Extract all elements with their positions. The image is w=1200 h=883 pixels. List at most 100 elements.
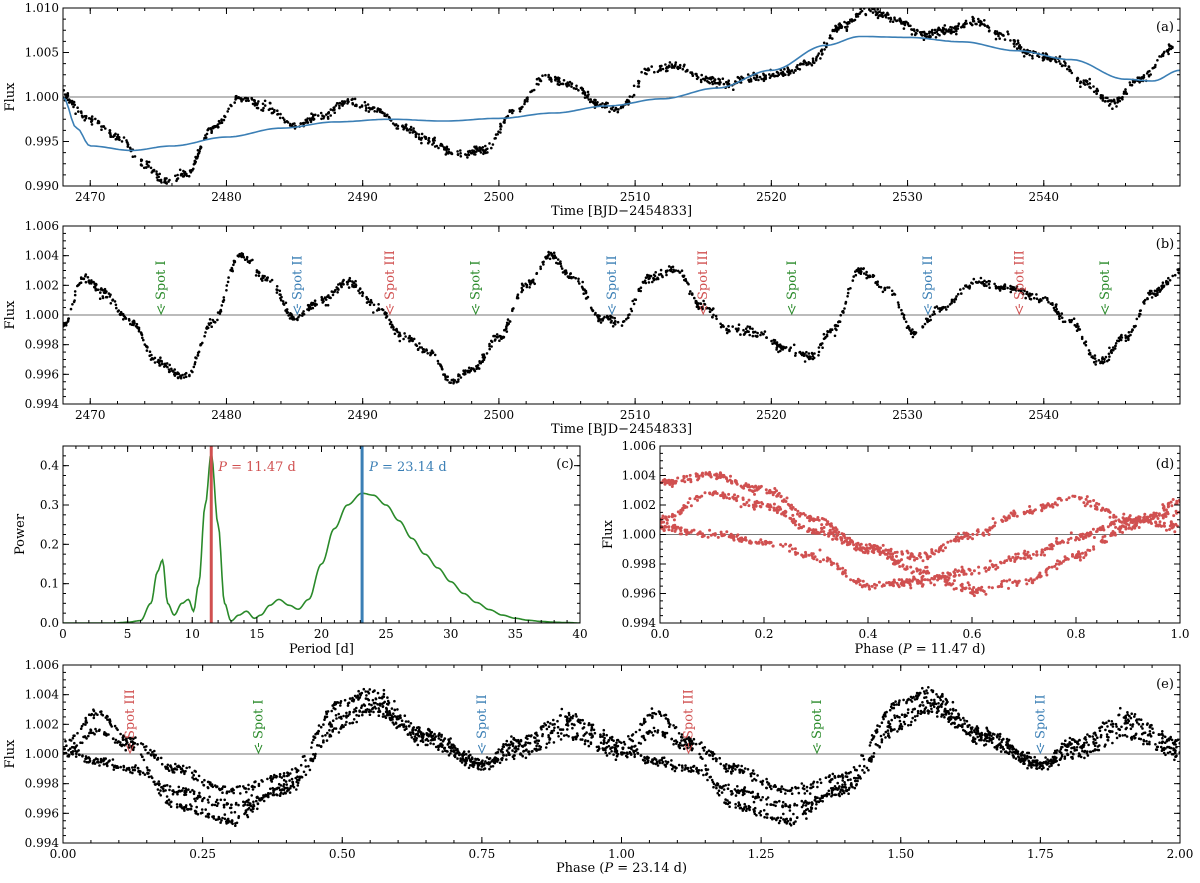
data-point xyxy=(888,555,892,559)
data-point xyxy=(1081,551,1084,555)
data-point xyxy=(784,514,788,518)
data-point xyxy=(1082,556,1086,560)
data-point xyxy=(832,534,836,538)
data-point xyxy=(334,104,338,107)
data-point xyxy=(1124,92,1127,95)
data-point xyxy=(670,515,674,519)
data-point xyxy=(73,103,76,107)
data-point xyxy=(298,314,302,317)
data-point xyxy=(807,357,811,361)
data-point xyxy=(851,279,855,282)
data-point xyxy=(851,579,855,582)
data-point xyxy=(140,164,144,167)
data-point xyxy=(737,327,740,330)
data-point xyxy=(179,375,183,378)
data-point xyxy=(473,369,477,373)
data-point xyxy=(503,328,507,332)
data-point xyxy=(103,291,106,295)
data-point xyxy=(402,337,405,341)
data-point xyxy=(414,343,418,346)
data-point xyxy=(193,162,197,165)
data-point xyxy=(1086,500,1090,504)
data-point xyxy=(117,309,120,312)
data-point xyxy=(1032,296,1036,300)
data-point xyxy=(806,530,810,533)
data-point xyxy=(1168,47,1171,50)
data-point xyxy=(803,360,807,363)
data-point xyxy=(627,100,631,104)
data-point xyxy=(843,20,846,24)
data-point xyxy=(1124,334,1127,337)
data-point xyxy=(736,75,740,79)
data-point xyxy=(1006,286,1009,290)
data-point xyxy=(1037,300,1041,304)
data-point xyxy=(909,24,912,28)
data-point xyxy=(1019,556,1023,560)
data-point xyxy=(1143,517,1146,521)
data-point xyxy=(852,543,856,547)
data-point xyxy=(657,69,661,72)
data-point xyxy=(220,304,224,307)
data-point xyxy=(789,346,792,350)
data-point xyxy=(689,290,692,293)
data-point xyxy=(1054,305,1058,309)
data-point xyxy=(1121,516,1125,520)
data-point xyxy=(865,276,868,280)
data-point xyxy=(76,283,80,287)
data-point xyxy=(254,274,258,277)
data-point xyxy=(538,79,542,82)
data-point xyxy=(1000,580,1004,583)
data-point xyxy=(586,90,590,94)
data-point xyxy=(218,121,221,125)
data-point xyxy=(137,328,141,331)
data-point xyxy=(699,78,703,82)
data-point xyxy=(869,5,872,8)
data-point xyxy=(404,335,407,338)
data-point xyxy=(812,356,816,360)
data-point xyxy=(722,82,726,86)
data-point xyxy=(721,77,725,80)
data-point xyxy=(352,285,356,288)
data-point xyxy=(412,127,415,130)
data-point xyxy=(1002,34,1005,37)
data-point xyxy=(673,514,677,518)
data-point xyxy=(876,280,879,284)
data-point xyxy=(887,17,890,20)
data-point xyxy=(979,276,983,280)
data-point xyxy=(1013,579,1017,583)
data-point xyxy=(393,332,397,336)
y-tick-label: 0.996 xyxy=(25,367,59,381)
data-point xyxy=(790,547,794,551)
data-point xyxy=(76,106,79,109)
data-point xyxy=(674,63,677,66)
series-detrended xyxy=(63,250,1180,385)
data-point xyxy=(1112,99,1116,103)
data-point xyxy=(195,156,199,160)
data-point xyxy=(589,306,593,310)
data-point xyxy=(1107,358,1111,362)
data-point xyxy=(864,12,867,16)
data-point xyxy=(1089,353,1092,356)
data-point xyxy=(174,174,177,178)
data-point xyxy=(925,32,929,36)
data-point xyxy=(275,291,279,294)
data-point xyxy=(910,33,914,36)
data-point xyxy=(145,345,148,348)
x-tick-label: 2500 xyxy=(484,408,515,422)
data-point xyxy=(700,494,704,498)
data-point xyxy=(319,111,323,115)
data-point xyxy=(508,320,512,323)
data-point xyxy=(1127,331,1131,334)
data-point xyxy=(1081,537,1085,541)
data-point xyxy=(956,570,960,573)
data-point xyxy=(672,268,675,272)
data-point xyxy=(63,93,67,96)
data-point xyxy=(843,571,847,575)
data-point xyxy=(496,336,499,339)
data-point xyxy=(954,298,958,301)
data-point xyxy=(444,147,447,150)
data-point xyxy=(960,584,964,588)
data-point xyxy=(824,518,828,522)
data-point xyxy=(1002,515,1006,519)
